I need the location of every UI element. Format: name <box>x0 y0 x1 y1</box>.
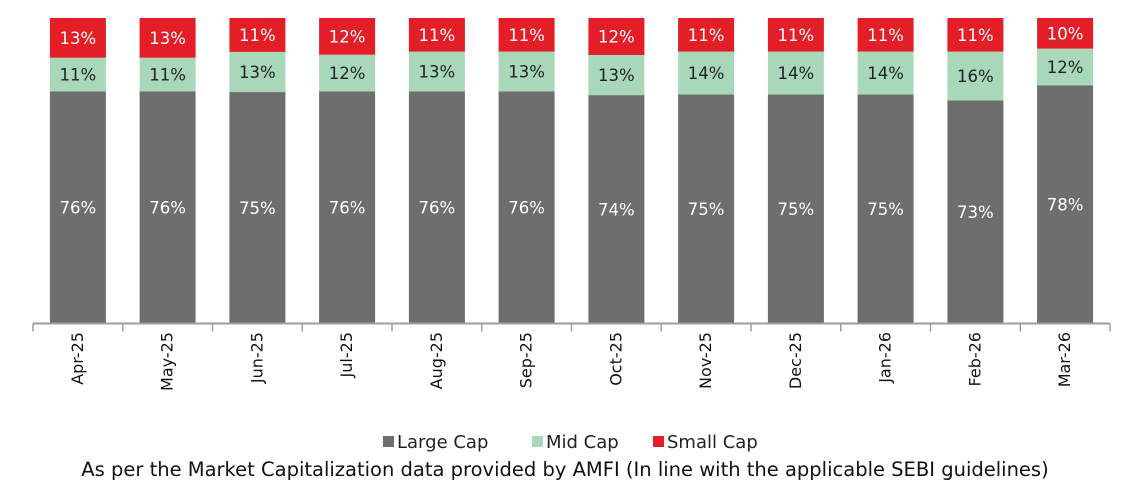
bar-small-cap-aug-25 <box>408 18 465 52</box>
data-label-mid-cap-mar-26: 12% <box>1047 58 1084 77</box>
bar-mid-cap-mar-26 <box>1037 48 1094 86</box>
bar-small-cap-feb-26 <box>947 18 1004 52</box>
data-label-small-cap-aug-25: 11% <box>419 26 456 45</box>
bar-large-cap-aug-25 <box>408 91 465 324</box>
bar-mid-cap-may-25 <box>139 57 196 92</box>
legend: Large Cap Mid Cap Small Cap <box>383 432 758 453</box>
bar-small-cap-jul-25 <box>319 18 376 55</box>
x-tick-label-mar-26: Mar-26 <box>1055 332 1074 387</box>
bar-large-cap-oct-25 <box>588 95 645 324</box>
x-tick-label-apr-25: Apr-25 <box>68 332 87 385</box>
bar-large-cap-may-25 <box>139 91 196 324</box>
legend-swatch-large-cap <box>383 436 394 447</box>
bar-mid-cap-aug-25 <box>408 51 465 92</box>
x-tick-label-aug-25: Aug-25 <box>427 332 446 389</box>
data-label-small-cap-dec-25: 11% <box>778 26 815 45</box>
bar-small-cap-may-25 <box>139 18 196 58</box>
data-label-large-cap-oct-25: 74% <box>598 200 635 219</box>
bar-small-cap-oct-25 <box>588 18 645 55</box>
data-label-large-cap-may-25: 76% <box>149 198 186 217</box>
bar-mid-cap-sep-25 <box>498 51 555 92</box>
data-label-large-cap-aug-25: 76% <box>419 198 456 217</box>
bars-group <box>49 18 1094 324</box>
bar-small-cap-sep-25 <box>498 18 555 52</box>
bar-large-cap-mar-26 <box>1037 85 1094 324</box>
bar-small-cap-dec-25 <box>767 18 824 52</box>
data-label-large-cap-feb-26: 73% <box>957 203 994 222</box>
data-label-small-cap-jul-25: 12% <box>329 27 366 46</box>
x-tick-label-sep-25: Sep-25 <box>517 332 536 388</box>
data-label-small-cap-sep-25: 11% <box>508 26 545 45</box>
legend-label-large-cap: Large Cap <box>397 432 488 453</box>
data-label-mid-cap-sep-25: 13% <box>508 63 545 82</box>
bar-mid-cap-apr-25 <box>49 57 106 92</box>
data-label-large-cap-nov-25: 75% <box>688 200 725 219</box>
data-label-mid-cap-apr-25: 11% <box>60 66 97 85</box>
bar-large-cap-nov-25 <box>678 94 735 324</box>
x-axis: Apr-25 May-25 Jun-25 Jul-25 Aug-25 Sep-25 Oct-… <box>32 322 1111 391</box>
bar-mid-cap-feb-26 <box>947 51 1004 101</box>
data-label-small-cap-feb-26: 11% <box>957 26 994 45</box>
x-tick-label-oct-25: Oct-25 <box>606 332 625 386</box>
bar-large-cap-apr-25 <box>49 91 106 324</box>
data-label-mid-cap-nov-25: 14% <box>688 64 725 83</box>
x-tick-label-jul-25: Jul-25 <box>337 332 356 378</box>
data-label-mid-cap-jul-25: 12% <box>329 64 366 83</box>
bar-large-cap-jul-25 <box>319 91 376 324</box>
data-label-mid-cap-aug-25: 13% <box>419 63 456 82</box>
data-label-large-cap-jul-25: 76% <box>329 198 366 217</box>
data-label-small-cap-may-25: 13% <box>149 29 186 48</box>
x-tick-label-dec-25: Dec-25 <box>786 332 805 389</box>
bar-large-cap-jan-26 <box>857 94 914 324</box>
x-tick-label-nov-25: Nov-25 <box>696 332 715 389</box>
data-label-small-cap-nov-25: 11% <box>688 26 725 45</box>
data-label-large-cap-dec-25: 75% <box>778 200 815 219</box>
data-label-mid-cap-dec-25: 14% <box>778 64 815 83</box>
legend-swatch-mid-cap <box>532 436 543 447</box>
bar-mid-cap-jun-25 <box>229 51 286 92</box>
legend-swatch-small-cap <box>653 436 664 447</box>
data-label-large-cap-mar-26: 78% <box>1047 195 1084 214</box>
bar-small-cap-mar-26 <box>1037 18 1094 49</box>
data-label-small-cap-jun-25: 11% <box>239 26 276 45</box>
bar-large-cap-sep-25 <box>498 91 555 324</box>
bar-mid-cap-jan-26 <box>857 51 914 95</box>
data-label-large-cap-apr-25: 76% <box>60 198 97 217</box>
x-tick-label-jun-25: Jun-25 <box>247 332 266 384</box>
data-label-small-cap-apr-25: 13% <box>60 29 97 48</box>
data-label-large-cap-sep-25: 76% <box>508 198 545 217</box>
bar-mid-cap-jul-25 <box>319 54 376 92</box>
legend-label-mid-cap: Mid Cap <box>546 432 619 453</box>
data-label-mid-cap-may-25: 11% <box>149 66 186 85</box>
bar-small-cap-nov-25 <box>678 18 735 52</box>
data-label-small-cap-oct-25: 12% <box>598 28 635 47</box>
bar-mid-cap-dec-25 <box>767 51 824 95</box>
data-label-mid-cap-jun-25: 13% <box>239 63 276 82</box>
bar-small-cap-apr-25 <box>49 18 106 58</box>
footnote: As per the Market Capitalization data pr… <box>81 458 1049 481</box>
bar-large-cap-dec-25 <box>767 94 824 324</box>
bar-mid-cap-oct-25 <box>588 55 645 96</box>
bar-large-cap-feb-26 <box>947 100 1004 324</box>
bar-large-cap-jun-25 <box>229 92 286 324</box>
x-tick-label-jan-26: Jan-26 <box>876 332 895 384</box>
data-label-small-cap-mar-26: 10% <box>1047 24 1084 43</box>
data-labels-group: 76% 11% 13% 76% 11% 13% 75% 13% 11% 76% 12% 12% 76% 1… <box>60 24 1084 222</box>
legend-label-small-cap: Small Cap <box>667 432 758 453</box>
data-label-small-cap-jan-26: 11% <box>867 26 904 45</box>
x-tick-label-may-25: May-25 <box>158 332 177 391</box>
bar-small-cap-jan-26 <box>857 18 914 52</box>
data-label-large-cap-jan-26: 75% <box>867 200 904 219</box>
data-label-mid-cap-jan-26: 14% <box>867 64 904 83</box>
data-label-large-cap-jun-25: 75% <box>239 199 276 218</box>
bar-small-cap-jun-25 <box>229 18 286 52</box>
data-label-mid-cap-feb-26: 16% <box>957 67 994 86</box>
data-label-mid-cap-oct-25: 13% <box>598 66 635 85</box>
bar-mid-cap-nov-25 <box>678 51 735 95</box>
x-tick-label-feb-26: Feb-26 <box>965 332 984 386</box>
